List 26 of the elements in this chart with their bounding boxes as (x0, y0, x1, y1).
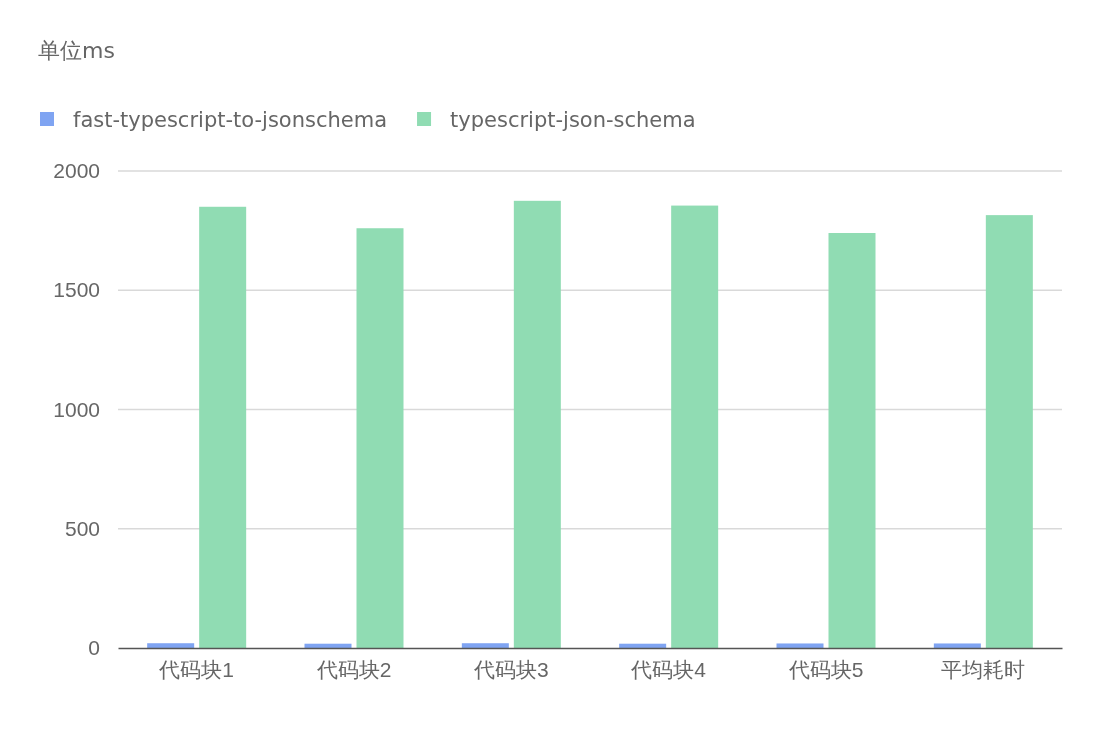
y-tick-label: 500 (64, 516, 100, 540)
x-tick-label: 代码块4 (630, 657, 707, 681)
y-tick-label: 1000 (53, 397, 100, 421)
bar (828, 233, 876, 648)
legend-label: fast-typescript-to-jsonschema (73, 108, 388, 132)
bar (933, 643, 981, 648)
x-tick-label: 平均耗时 (941, 657, 1026, 681)
bar (619, 643, 667, 648)
bar (304, 643, 352, 648)
bar (513, 200, 561, 648)
bar (461, 643, 509, 648)
y-tick-label: 1500 (53, 278, 100, 302)
y-tick-label: 2000 (53, 159, 100, 183)
bar (199, 206, 247, 648)
bar (776, 643, 824, 648)
legend-label: typescript-json-schema (450, 108, 696, 132)
x-tick-label: 代码块5 (787, 657, 864, 681)
x-tick-label: 代码块1 (158, 657, 235, 681)
bar (356, 228, 404, 648)
x-tick-label: 代码块2 (315, 657, 392, 681)
bar (671, 205, 719, 648)
y-tick-label: 0 (88, 636, 100, 660)
x-tick-label: 代码块3 (472, 657, 549, 681)
bar (147, 643, 195, 648)
bar (985, 215, 1033, 648)
chart-title: 单位ms (38, 38, 115, 63)
